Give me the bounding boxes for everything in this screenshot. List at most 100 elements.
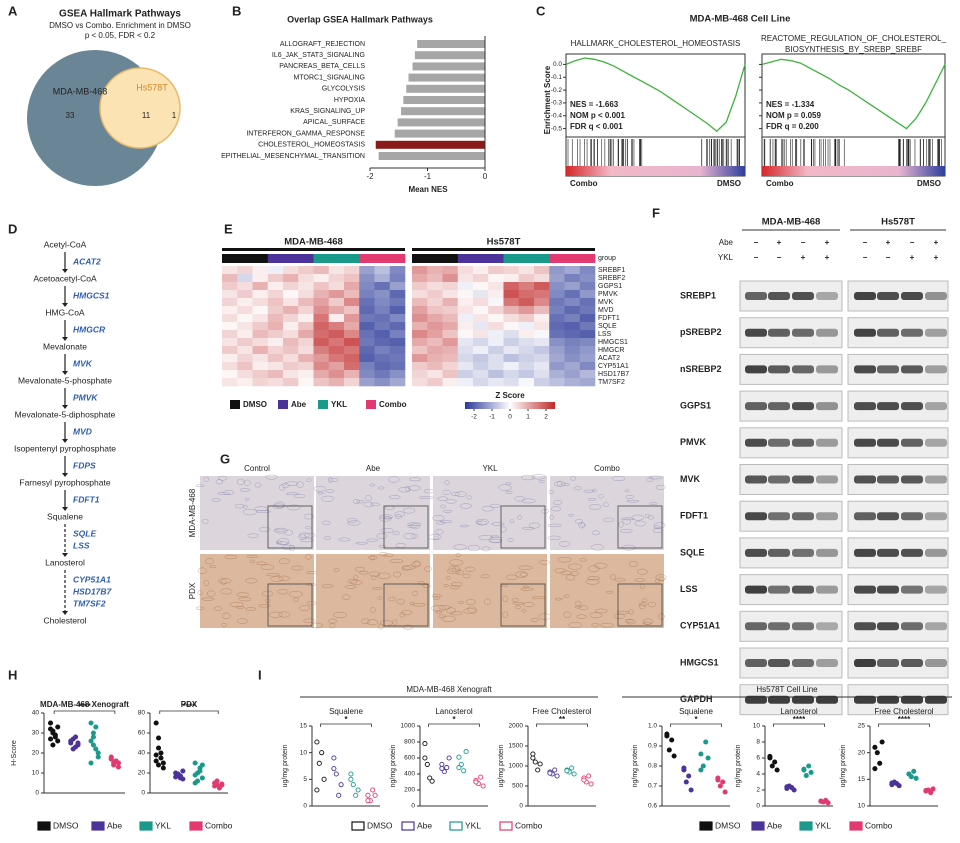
heat-cell xyxy=(579,378,596,387)
heat-cell xyxy=(374,362,391,371)
data-point xyxy=(456,754,462,760)
tissue-texture xyxy=(658,613,665,620)
band xyxy=(768,659,790,667)
treatment-sign: + xyxy=(886,238,891,247)
legend-label: YKL xyxy=(331,400,347,409)
heat-cell xyxy=(579,314,596,323)
tissue-texture xyxy=(254,482,262,488)
heat-cell xyxy=(267,362,284,371)
metabolite: Mevalonate-5-diphosphate xyxy=(15,409,116,419)
heat-cell xyxy=(283,362,299,371)
heat-cell xyxy=(298,338,314,347)
heat-cell xyxy=(389,362,406,371)
heat-cell xyxy=(579,290,596,299)
ihc-image xyxy=(200,554,314,628)
heat-cell xyxy=(313,274,330,283)
y-tick-label: 2 xyxy=(756,787,760,794)
tissue-texture xyxy=(476,520,482,525)
tissue-texture xyxy=(359,571,369,575)
data-point xyxy=(686,773,692,779)
data-point xyxy=(571,771,577,777)
band xyxy=(854,512,876,521)
heat-cell xyxy=(252,290,269,299)
data-point xyxy=(889,780,895,786)
heat-cell xyxy=(488,314,504,323)
data-point xyxy=(350,782,356,788)
tissue-texture xyxy=(463,608,478,614)
data-point xyxy=(552,767,558,773)
data-point xyxy=(671,753,677,759)
tissue-texture xyxy=(449,585,460,590)
y-tick-label: 0 xyxy=(519,803,523,810)
y-tick-label: 8 xyxy=(756,739,760,746)
heat-cell xyxy=(222,378,238,387)
arrow-head xyxy=(62,269,68,273)
heat-cell xyxy=(442,282,459,291)
tissue-texture xyxy=(236,592,249,597)
enzyme: SQLE xyxy=(73,528,96,538)
heat-cell xyxy=(374,370,391,379)
tissue-texture xyxy=(364,495,372,502)
heat-cell xyxy=(389,314,406,323)
heat-cell xyxy=(549,322,565,331)
heat-cell xyxy=(313,306,330,315)
heat-cell xyxy=(503,282,520,291)
band xyxy=(792,475,814,484)
data-point xyxy=(801,766,807,772)
data-point xyxy=(333,771,339,777)
x-tick-label: 0 xyxy=(483,172,488,181)
group-cell xyxy=(344,254,360,263)
protein-label: GGPS1 xyxy=(680,400,711,410)
data-point xyxy=(581,777,587,783)
set-count: 1 xyxy=(172,111,177,120)
heat-cell xyxy=(359,378,375,387)
heat-cell xyxy=(344,282,360,291)
metabolite: Mevalonate xyxy=(43,341,87,351)
y-tick-label: 1000 xyxy=(401,723,416,730)
tissue-texture xyxy=(491,522,505,526)
y-tick-label: -0.5 xyxy=(551,125,563,132)
band xyxy=(925,438,947,447)
y-tick-label: 0.9 xyxy=(648,743,657,750)
gene-label: SQLE xyxy=(598,323,617,330)
data-point xyxy=(717,783,723,789)
protein-label: MVK xyxy=(680,474,701,484)
data-point xyxy=(55,724,61,730)
heat-cell xyxy=(313,346,330,355)
band xyxy=(745,622,767,631)
tissue-texture xyxy=(575,600,582,607)
data-point xyxy=(564,768,570,774)
metabolite: Acetoacetyl-CoA xyxy=(33,273,97,283)
category-label: MTORC1_SIGNALING xyxy=(294,74,365,81)
data-point xyxy=(88,738,94,744)
data-point xyxy=(705,755,711,761)
heat-cell xyxy=(473,354,489,363)
heat-cell xyxy=(503,362,520,371)
y-tick-label: 0 xyxy=(756,803,760,810)
tissue-texture xyxy=(637,568,648,575)
x-tick-label: -1 xyxy=(424,172,432,181)
band xyxy=(854,438,876,447)
data-point xyxy=(422,741,428,747)
band xyxy=(877,475,899,484)
band xyxy=(901,512,923,521)
treatment-sign: − xyxy=(910,238,915,247)
group-cell xyxy=(412,254,428,263)
legend-label: DMSO xyxy=(243,400,267,409)
heat-cell xyxy=(412,282,428,291)
heat-cell xyxy=(313,354,330,363)
tissue-texture xyxy=(427,534,442,540)
category-label: PANCREAS_BETA_CELLS xyxy=(279,63,365,70)
tissue-texture xyxy=(459,503,472,509)
heat-cell xyxy=(564,338,581,347)
colorbar xyxy=(465,402,555,409)
heat-cell xyxy=(313,370,330,379)
group-cell xyxy=(488,254,504,263)
heat-cell xyxy=(503,322,520,331)
arrow-head xyxy=(62,303,68,307)
metabolite: Farnesyl pyrophosphate xyxy=(19,477,110,487)
significance-bracket xyxy=(53,710,116,714)
tissue-texture xyxy=(554,597,563,601)
tissue-texture xyxy=(649,502,658,505)
heat-cell xyxy=(457,266,474,275)
